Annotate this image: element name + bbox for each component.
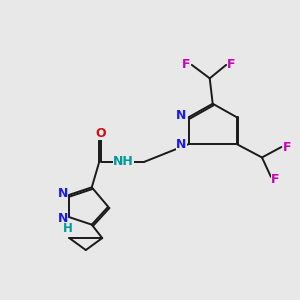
Text: N: N bbox=[176, 109, 187, 122]
Text: NH: NH bbox=[113, 155, 134, 168]
Text: H: H bbox=[63, 222, 73, 235]
Text: O: O bbox=[95, 127, 106, 140]
Text: N: N bbox=[58, 187, 68, 200]
Text: F: F bbox=[271, 173, 280, 186]
Text: F: F bbox=[227, 58, 236, 71]
Text: F: F bbox=[182, 58, 191, 71]
Text: N: N bbox=[176, 137, 187, 151]
Text: F: F bbox=[283, 140, 292, 154]
Text: N: N bbox=[58, 212, 68, 225]
